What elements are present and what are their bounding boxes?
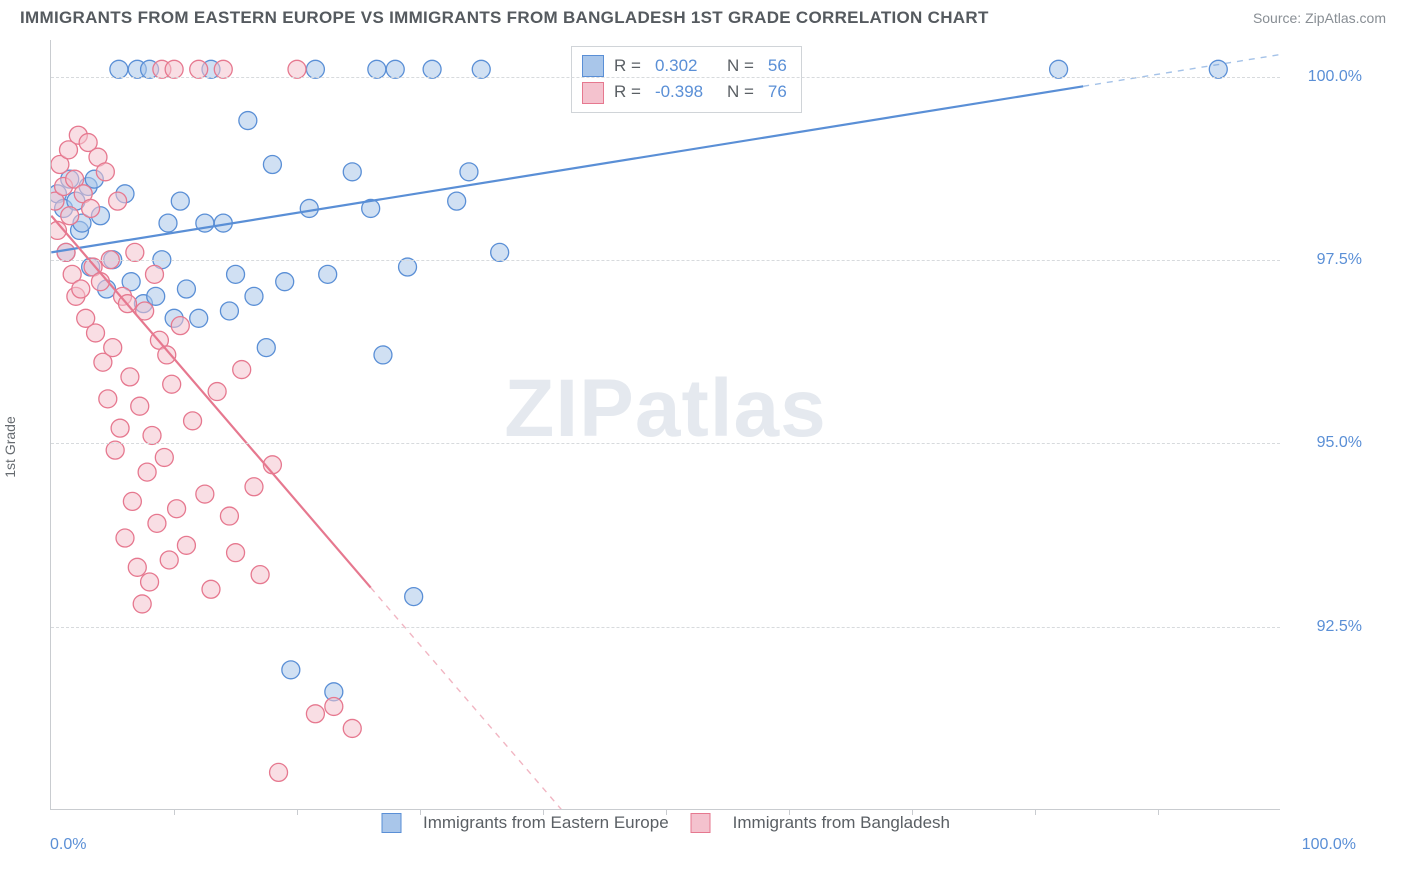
chart-title: IMMIGRANTS FROM EASTERN EUROPE VS IMMIGR…: [20, 8, 989, 28]
r-value-series-2: -0.398: [655, 79, 717, 105]
n-label: N =: [727, 53, 754, 79]
series-2-label: Immigrants from Bangladesh: [733, 813, 950, 833]
source-name: ZipAtlas.com: [1305, 10, 1386, 26]
chart-header: IMMIGRANTS FROM EASTERN EUROPE VS IMMIGR…: [0, 0, 1406, 32]
n-value-series-2: 76: [768, 79, 787, 105]
swatch-series-1: [582, 55, 604, 77]
correlation-legend: R = 0.302 N = 56 R = -0.398 N = 76: [571, 46, 802, 113]
scatter-svg: [51, 40, 1280, 809]
source-attribution: Source: ZipAtlas.com: [1253, 10, 1386, 26]
swatch-series-1: [381, 813, 401, 833]
r-value-series-1: 0.302: [655, 53, 717, 79]
y-tick-label: 92.5%: [1292, 618, 1362, 636]
x-axis-max-label: 100.0%: [1302, 836, 1356, 854]
plot-area: ZIPatlas R = 0.302 N = 56 R = -0.398 N =…: [50, 40, 1280, 810]
r-label: R =: [614, 53, 641, 79]
swatch-series-2: [582, 82, 604, 104]
legend-row-series-2: R = -0.398 N = 76: [582, 79, 787, 105]
y-tick-label: 100.0%: [1292, 68, 1362, 86]
chart-container: 1st Grade ZIPatlas R = 0.302 N = 56 R = …: [20, 32, 1386, 862]
series-1-label: Immigrants from Eastern Europe: [423, 813, 669, 833]
n-value-series-1: 56: [768, 53, 787, 79]
y-tick-label: 95.0%: [1292, 434, 1362, 452]
y-tick-label: 97.5%: [1292, 251, 1362, 269]
x-axis-min-label: 0.0%: [50, 836, 86, 854]
r-label: R =: [614, 79, 641, 105]
swatch-series-2: [691, 813, 711, 833]
legend-row-series-1: R = 0.302 N = 56: [582, 53, 787, 79]
n-label: N =: [727, 79, 754, 105]
series-legend: Immigrants from Eastern Europe Immigrant…: [381, 813, 950, 833]
y-axis-label: 1st Grade: [2, 416, 18, 477]
source-prefix: Source:: [1253, 10, 1305, 26]
